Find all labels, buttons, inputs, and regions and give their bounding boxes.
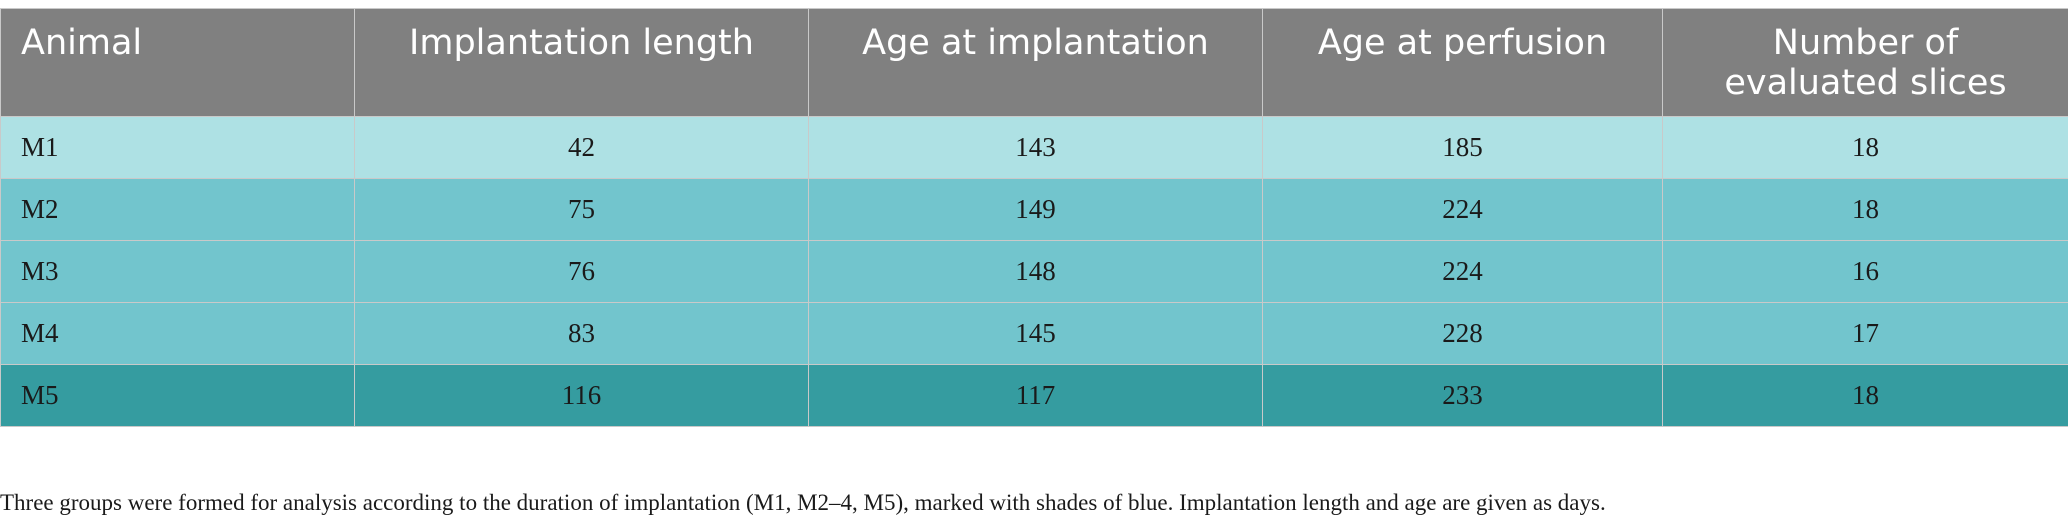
cell-number-of-slices: 16 [1662, 240, 2068, 303]
cell-implantation-length: 42 [354, 116, 809, 179]
table-row: M3 76 148 224 16 [0, 240, 2068, 303]
cell-implantation-length: 76 [354, 240, 809, 303]
cell-number-of-slices: 18 [1662, 364, 2068, 427]
table-row: M4 83 145 228 17 [0, 302, 2068, 365]
column-header-animal: Animal [0, 8, 355, 117]
cell-implantation-length: 75 [354, 178, 809, 241]
cell-age-at-implantation: 143 [808, 116, 1263, 179]
cell-number-of-slices: 18 [1662, 116, 2068, 179]
cell-age-at-perfusion: 233 [1262, 364, 1663, 427]
header-row: Animal Implantation length Age at implan… [0, 8, 2068, 117]
column-header-number-of-evaluated-slices: Number of evaluated slices [1662, 8, 2068, 117]
table-row: M1 42 143 185 18 [0, 116, 2068, 179]
table-footnote: Three groups were formed for analysis ac… [0, 490, 1606, 515]
cell-implantation-length: 116 [354, 364, 809, 427]
cell-number-of-slices: 17 [1662, 302, 2068, 365]
cell-age-at-implantation: 148 [808, 240, 1263, 303]
cell-animal: M4 [0, 302, 355, 365]
column-header-age-at-implantation: Age at implantation [808, 8, 1263, 117]
data-table: Animal Implantation length Age at implan… [0, 8, 2068, 427]
table-row: M2 75 149 224 18 [0, 178, 2068, 241]
cell-age-at-perfusion: 228 [1262, 302, 1663, 365]
cell-age-at-perfusion: 224 [1262, 240, 1663, 303]
column-header-age-at-perfusion: Age at perfusion [1262, 8, 1663, 117]
cell-age-at-implantation: 145 [808, 302, 1263, 365]
cell-animal: M3 [0, 240, 355, 303]
cell-animal: M5 [0, 364, 355, 427]
cell-age-at-perfusion: 185 [1262, 116, 1663, 179]
cell-number-of-slices: 18 [1662, 178, 2068, 241]
table-row: M5 116 117 233 18 [0, 364, 2068, 427]
cell-age-at-perfusion: 224 [1262, 178, 1663, 241]
cell-age-at-implantation: 117 [808, 364, 1263, 427]
column-header-implantation-length: Implantation length [354, 8, 809, 117]
cell-age-at-implantation: 149 [808, 178, 1263, 241]
cell-animal: M1 [0, 116, 355, 179]
cell-implantation-length: 83 [354, 302, 809, 365]
cell-animal: M2 [0, 178, 355, 241]
